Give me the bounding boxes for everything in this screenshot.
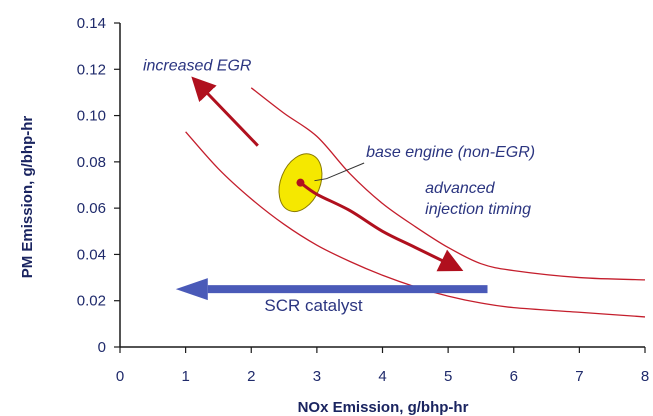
x-tick-label: 4 xyxy=(378,368,386,385)
base-engine-point xyxy=(296,178,305,187)
envelope-curve-1 xyxy=(250,87,646,281)
y-tick-label: 0.02 xyxy=(77,293,106,310)
injection-timing-arrow xyxy=(299,181,464,272)
scr-arrow-head xyxy=(175,278,208,301)
label-base-engine: base engine (non-EGR) xyxy=(366,144,535,161)
x-tick-label: 7 xyxy=(575,368,583,385)
envelope-curves xyxy=(185,87,646,318)
axes: 0 0.02 0.04 0.06 0.08 0.10 0.12 0.14 0 1 2 3 4 5 6 7 8 xyxy=(77,15,649,385)
y-tick-label: 0.06 xyxy=(77,200,106,217)
annotations: increased EGR base engine (non-EGR) advanc… xyxy=(143,57,535,315)
x-tick-label: 3 xyxy=(313,368,321,385)
x-tick-label: 2 xyxy=(247,368,255,385)
y-tick-label: 0.14 xyxy=(77,15,106,32)
base-engine-leader xyxy=(314,162,365,182)
chart-marks xyxy=(175,76,488,301)
scr-arrow-shaft xyxy=(207,285,488,294)
label-injection-timing: injection timing xyxy=(425,201,531,218)
y-tick-label: 0 xyxy=(98,339,106,356)
y-tick-label: 0.04 xyxy=(77,246,106,263)
x-tick-label: 8 xyxy=(641,368,649,385)
increased-egr-arrow xyxy=(191,76,259,147)
x-tick-label: 0 xyxy=(116,368,124,385)
x-tick-label: 5 xyxy=(444,368,452,385)
label-scr-catalyst: SCR catalyst xyxy=(264,296,363,315)
y-tick-label: 0.08 xyxy=(77,154,106,171)
y-tick-label: 0.10 xyxy=(77,108,106,125)
y-axis-title: PM Emission, g/bhp-hr xyxy=(19,116,36,279)
x-tick-label: 1 xyxy=(181,368,189,385)
y-tick-label: 0.12 xyxy=(77,61,106,78)
envelope-curve-2 xyxy=(185,131,646,318)
label-increased-egr: increased EGR xyxy=(143,57,252,74)
label-advanced: advanced xyxy=(425,180,495,197)
x-axis-title: NOx Emission, g/bhp-hr xyxy=(298,399,469,416)
x-tick-label: 6 xyxy=(510,368,518,385)
